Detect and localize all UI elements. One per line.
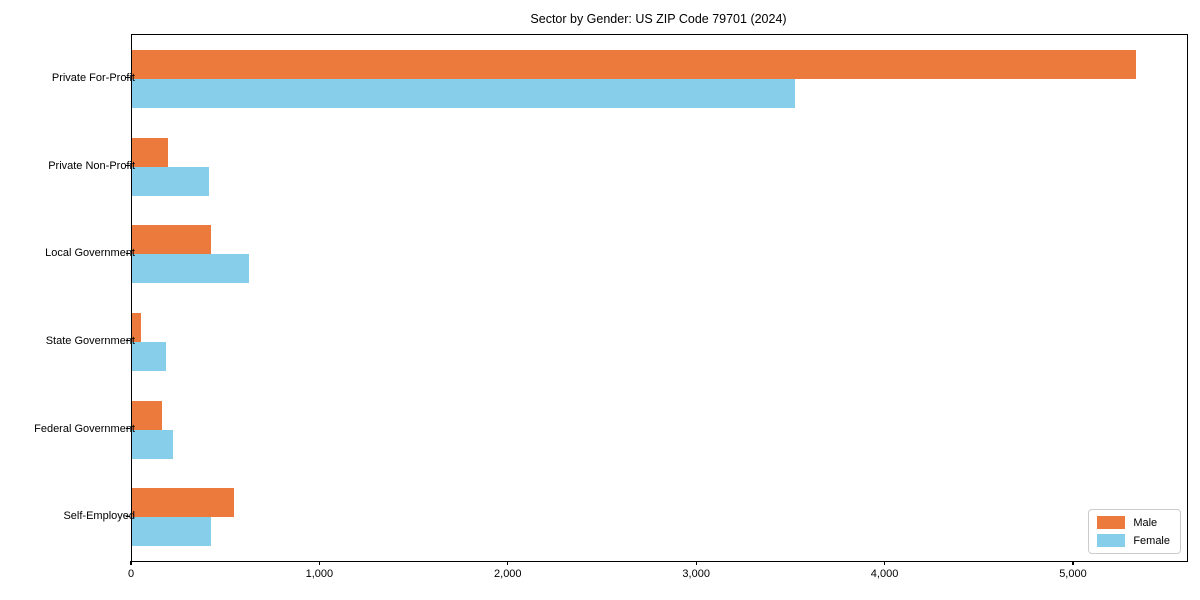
y-tick-mark (126, 164, 130, 167)
y-tick-label: Federal Government (34, 422, 135, 435)
y-tick-label: Local Government (45, 247, 135, 260)
y-tick-mark (126, 427, 130, 430)
x-tick-mark (507, 561, 509, 565)
x-tick-label: 1,000 (305, 568, 334, 580)
x-tick-mark (883, 561, 886, 565)
x-tick-label: 5,000 (1059, 568, 1087, 580)
legend-item-male: Male (1097, 516, 1170, 529)
x-tick-mark (695, 561, 697, 565)
y-tick-mark (126, 515, 130, 517)
bar-male-top (132, 225, 212, 255)
legend-label-male: Male (1133, 516, 1158, 529)
bar-female-bottom (132, 254, 249, 284)
y-tick-label: State Government (45, 334, 135, 347)
bar-female-bottom (132, 166, 210, 196)
y-tick-label: Private Non-Profit (48, 159, 135, 172)
bar-male-top (132, 312, 142, 342)
bar-male-top (132, 488, 234, 518)
legend-label-female: Female (1133, 534, 1170, 547)
chart-title: Sector by Gender: US ZIP Code 79701 (202… (530, 12, 787, 26)
x-tick-label: 4,000 (870, 568, 899, 580)
y-tick-label: Private For-Profit (51, 71, 135, 84)
legend-item-female: Female (1097, 534, 1170, 547)
plot-area: Male Female (131, 34, 1188, 562)
y-tick-label: Self-Employed (63, 510, 135, 523)
bar-female-bottom (132, 517, 212, 547)
y-tick-mark (126, 252, 130, 254)
bar-male-top (132, 49, 1137, 79)
bar-male-top (132, 137, 168, 167)
male-swatch (1097, 516, 1126, 529)
x-tick-mark (130, 561, 132, 565)
y-tick-mark (126, 340, 130, 342)
x-tick-mark (1072, 561, 1074, 565)
female-swatch (1097, 534, 1126, 547)
y-tick-mark (126, 77, 130, 79)
bar-male-top (132, 400, 163, 430)
x-tick-mark (318, 561, 320, 565)
legend: Male Female (1088, 509, 1181, 554)
bar-female-bottom (132, 341, 166, 371)
bar-female-bottom (132, 78, 796, 108)
x-tick-label: 0 (127, 568, 135, 580)
bar-female-bottom (132, 429, 174, 459)
x-tick-label: 2,000 (494, 568, 522, 580)
x-tick-label: 3,000 (682, 568, 710, 580)
